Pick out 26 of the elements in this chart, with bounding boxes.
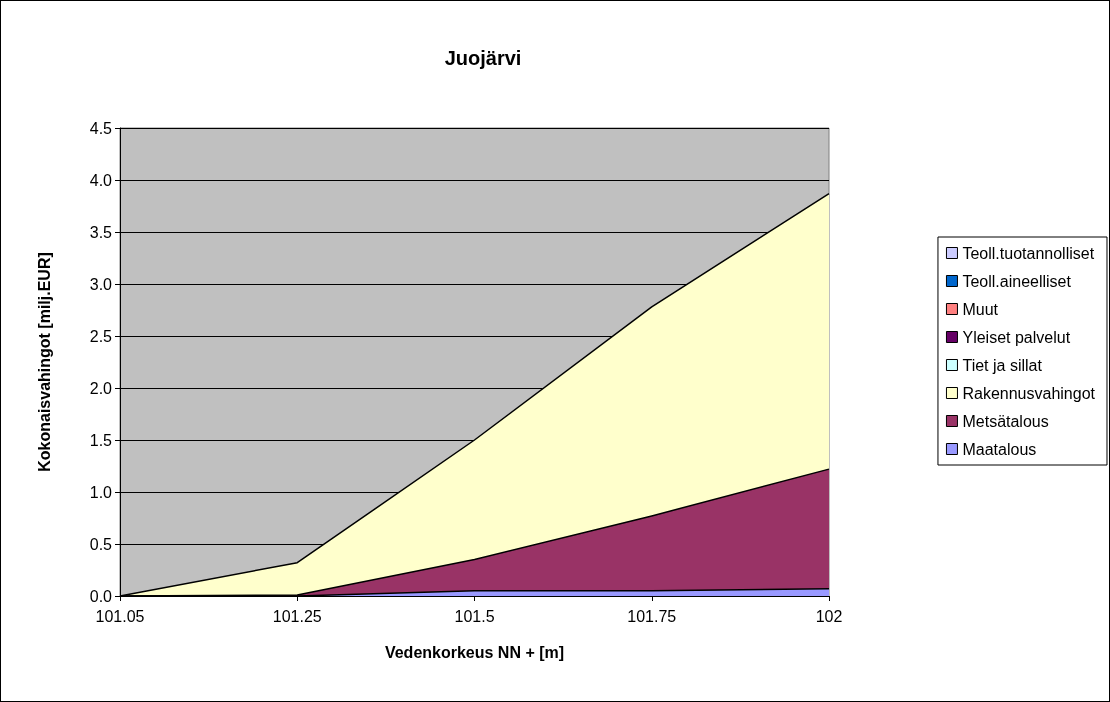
y-tick-label: 1.0 xyxy=(89,483,113,501)
legend-label: Maatalous xyxy=(962,440,1037,458)
x-tick-label: 101.75 xyxy=(627,607,677,625)
legend-label: Muut xyxy=(962,300,999,318)
legend-label: Tiet ja sillat xyxy=(962,356,1043,374)
legend-label: Yleiset palvelut xyxy=(962,328,1071,346)
x-tick-label: 101.25 xyxy=(272,607,322,625)
y-axis-title: Kokonaisvahingot [milj.EUR] xyxy=(35,252,53,472)
y-tick-label: 2.5 xyxy=(89,327,113,345)
legend-label: Rakennusvahingot xyxy=(962,384,1096,402)
x-tick-label: 101.05 xyxy=(95,607,145,625)
legend-label: Metsätalous xyxy=(962,412,1049,430)
x-tick-label: 102 xyxy=(815,607,843,625)
y-tick-label: 1.5 xyxy=(89,431,113,449)
legend-label: Teoll.aineelliset xyxy=(962,272,1072,290)
y-tick-label: 4.0 xyxy=(89,171,113,189)
x-axis-title: Vedenkorkeus NN + [m] xyxy=(384,643,565,661)
y-tick-label: 0.5 xyxy=(89,535,113,553)
y-tick-label: 0.0 xyxy=(89,587,113,605)
x-tick-label: 101.5 xyxy=(454,607,495,625)
y-tick-label: 3.5 xyxy=(89,223,113,241)
legend-label: Teoll.tuotannolliset xyxy=(962,244,1095,262)
y-tick-label: 4.5 xyxy=(89,119,113,137)
y-tick-label: 3.0 xyxy=(89,275,113,293)
y-tick-label: 2.0 xyxy=(89,379,113,397)
chart-title: Juojärvi xyxy=(444,47,522,69)
